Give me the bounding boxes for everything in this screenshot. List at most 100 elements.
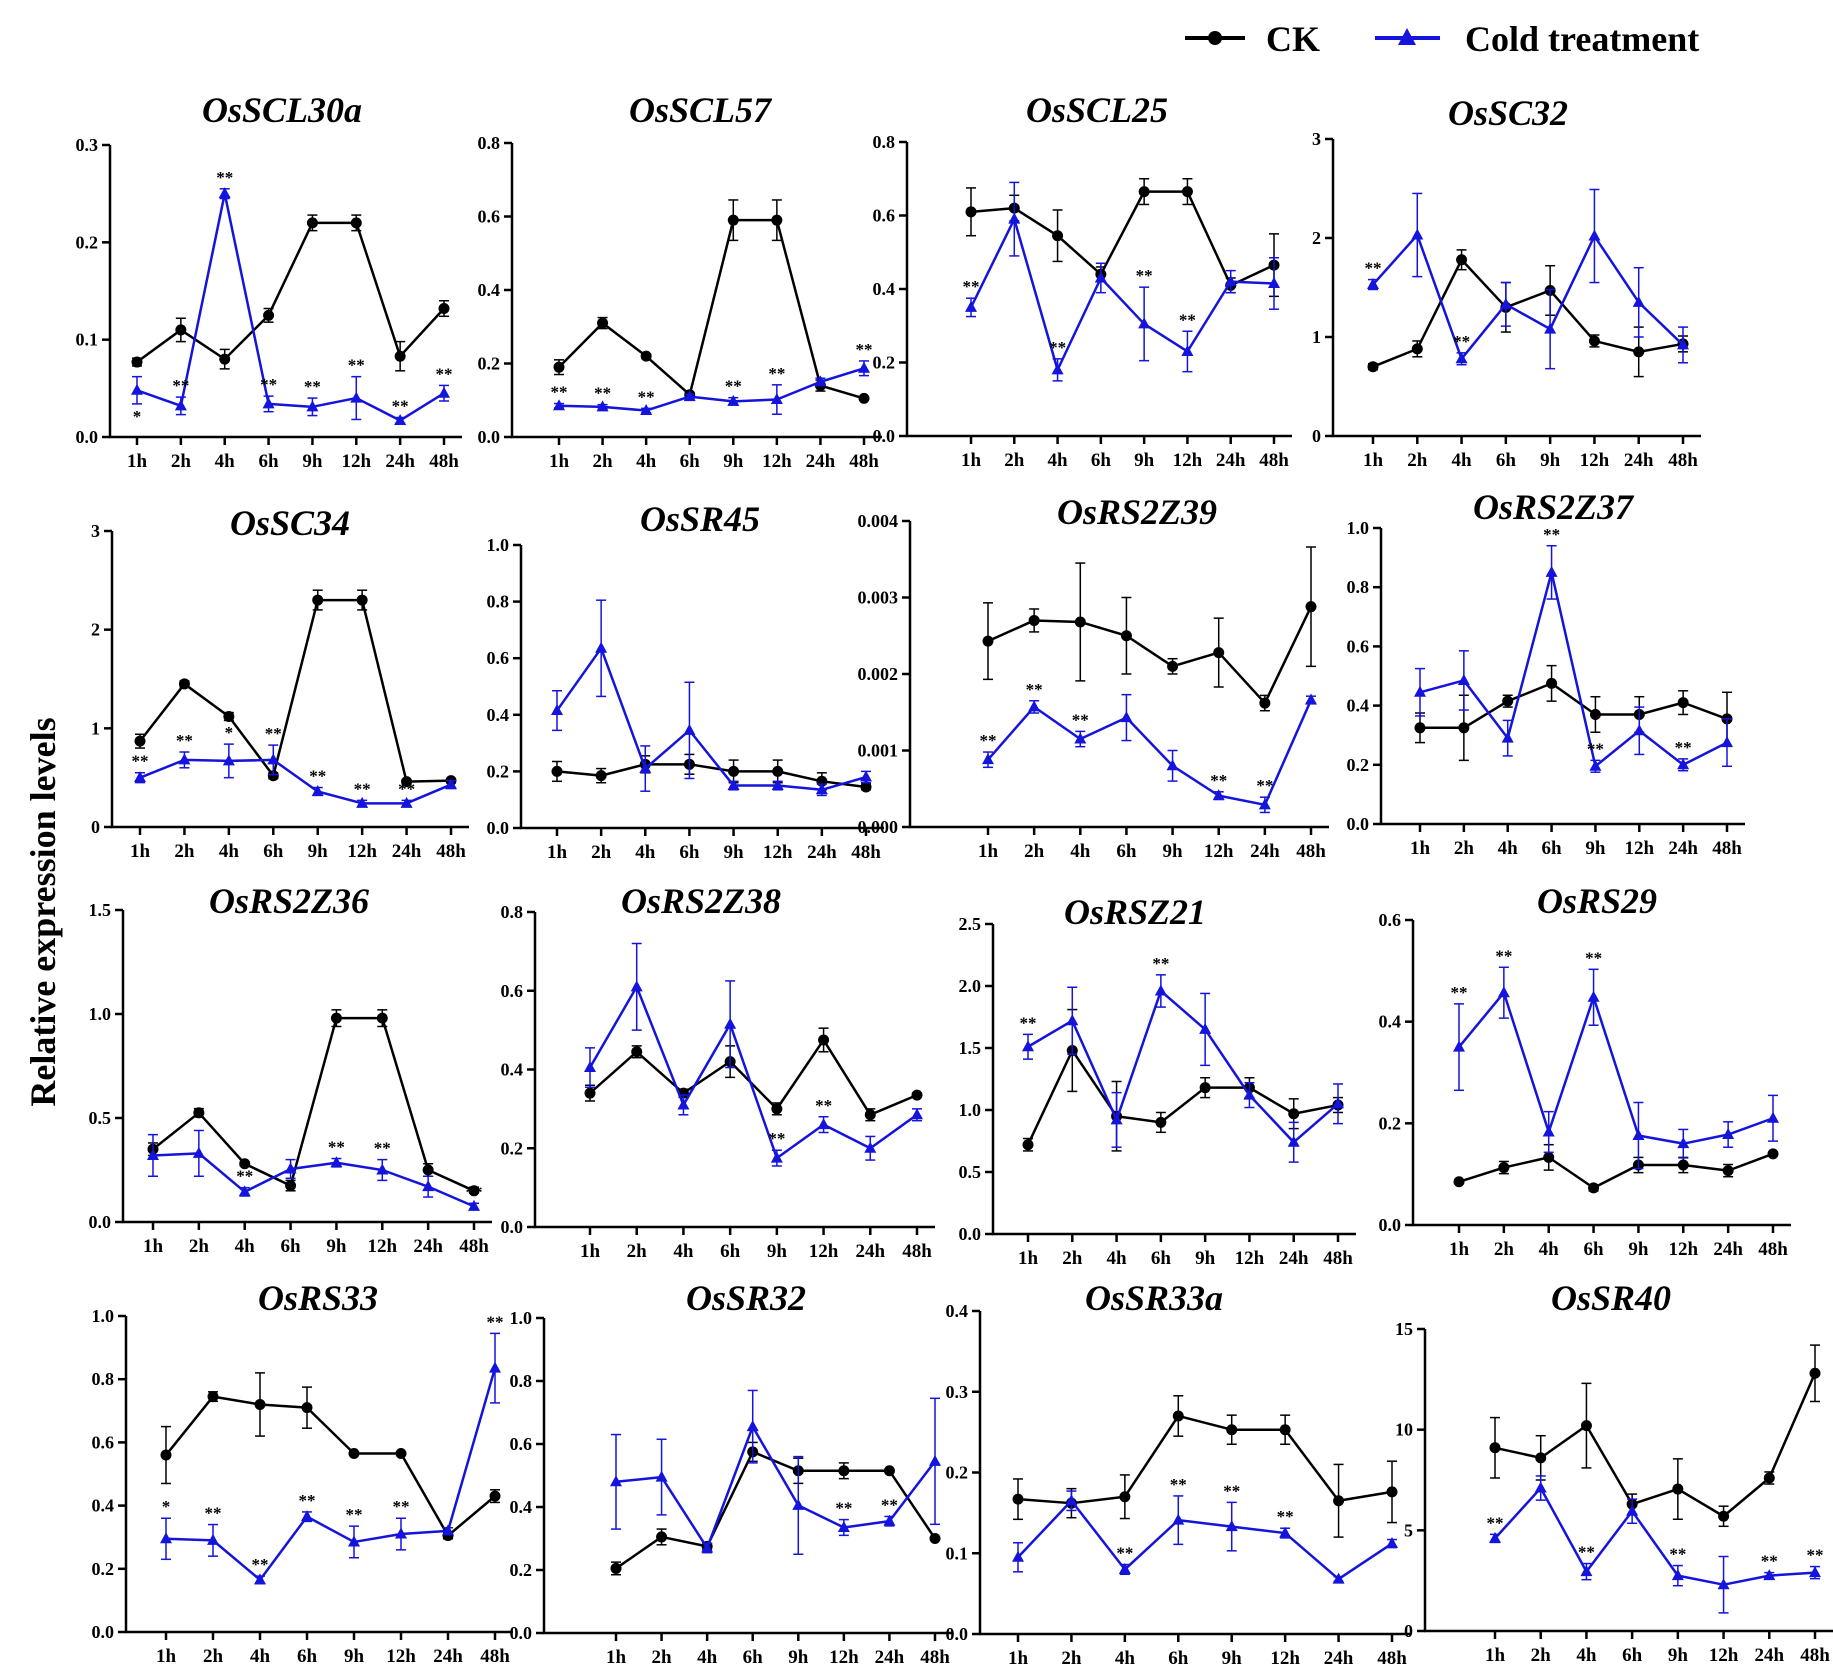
significance-marker: ** [594, 384, 611, 403]
significance-marker: ** [638, 387, 655, 406]
chart-panel-OsRS2Z38: OsRS2Z38 0.0 0.2 0.4 0.6 0.8 1h 2h 4h 6h 9h 12h 24h 4… [501, 881, 935, 1262]
y-tick-label: 0.6 [1347, 636, 1370, 656]
series-line [987, 606, 1313, 705]
x-tick-label: 2h [652, 1647, 673, 1666]
series-line [136, 192, 445, 422]
data-point-cold [1012, 1550, 1024, 1562]
data-point-cold [1588, 229, 1601, 241]
data-point-cold [267, 753, 280, 765]
data-point-cold [1118, 1562, 1131, 1574]
x-tick-label: 2h [627, 1241, 648, 1262]
series-line [987, 699, 1313, 807]
x-tick-label: 9h [344, 1646, 365, 1666]
data-point-ck [356, 594, 368, 606]
x-tick-label: 48h [1758, 1239, 1788, 1260]
data-point-ck [422, 1164, 434, 1176]
y-tick-label: 0.1 [76, 330, 99, 350]
x-tick-label: 12h [1235, 1248, 1265, 1269]
series-line [556, 763, 867, 789]
data-point-ck [1213, 647, 1225, 659]
x-tick-label: 2h [189, 1236, 210, 1257]
series-cold [1414, 545, 1733, 773]
series-cold [982, 693, 1317, 814]
chart-panel-OsSCL57: OsSCL57 0.0 0.2 0.4 0.6 0.8 1h 2h 4h 6h 9h 12h 24h 48… [478, 90, 882, 472]
y-tick-label: 0.0 [946, 1624, 969, 1644]
y-tick-label: 0.5 [89, 1108, 112, 1128]
chart-panel-OsRS29: OsRS29 0.0 0.2 0.4 0.6 1h 2h 4h 6h 9h 12h 24h 48h ** *… [1379, 881, 1791, 1260]
data-point-cold [1110, 1113, 1123, 1125]
x-tick-label: 24h [1754, 1645, 1784, 1666]
y-tick-label: 0.6 [873, 206, 896, 226]
x-tick-label: 2h [1062, 1248, 1083, 1269]
x-tick-label: 12h [1173, 450, 1203, 471]
data-point-ck [312, 594, 324, 606]
x-tick-label: 1h [978, 841, 999, 862]
data-point-ck [301, 1402, 313, 1414]
x-tick-label: 2h [1407, 450, 1428, 471]
series-cold [553, 360, 870, 416]
data-point-ck [1677, 697, 1689, 709]
y-tick-label: 1.5 [959, 1038, 982, 1058]
chart-title: OsSCL25 [1026, 90, 1168, 130]
y-tick-label: 0.4 [487, 705, 510, 725]
series-cold [551, 599, 872, 797]
chart-title: OsSC32 [1448, 93, 1568, 133]
series-line [1372, 233, 1684, 361]
x-tick-label: 24h [433, 1646, 463, 1666]
significance-marker: ** [1365, 259, 1382, 278]
x-tick-label: 4h [1070, 841, 1091, 862]
x-tick-label: 9h [1628, 1239, 1649, 1260]
x-tick-label: 4h [1539, 1239, 1560, 1260]
data-point-ck [263, 309, 275, 321]
x-tick-label: 1h [549, 451, 570, 472]
series-line [558, 367, 865, 412]
y-tick-label: 1.5 [89, 900, 112, 920]
data-point-ck [395, 1447, 407, 1459]
data-point-cold [1414, 685, 1426, 697]
y-tick-label: 0.2 [92, 1559, 115, 1579]
data-point-cold [1411, 228, 1424, 240]
significance-marker: ** [1761, 1552, 1778, 1571]
data-point-ck [193, 1107, 205, 1119]
data-point-ck [1809, 1367, 1821, 1379]
significance-marker: ** [768, 364, 785, 383]
data-point-cold [770, 393, 783, 405]
series-line [1027, 989, 1339, 1144]
chart-title: OsRS2Z39 [1057, 492, 1217, 532]
y-tick-label: 0.003 [858, 588, 899, 608]
y-tick-label: 0.6 [1379, 910, 1402, 930]
data-point-cold [311, 784, 324, 796]
data-point-cold [284, 1162, 297, 1174]
significance-marker: ** [236, 1167, 253, 1186]
data-point-cold [815, 783, 828, 795]
series-ck [584, 1027, 923, 1122]
series-line [1026, 1049, 1339, 1146]
series-line [1420, 682, 1728, 730]
x-tick-label: 6h [259, 451, 280, 472]
series-line [165, 1367, 497, 1582]
data-point-ck [1535, 1452, 1547, 1464]
data-point-cold [584, 1061, 596, 1073]
data-point-ck [267, 770, 279, 782]
chart-title: OsRS29 [1537, 881, 1657, 921]
significance-marker: ** [346, 1505, 363, 1524]
significance-marker: ** [1116, 1544, 1133, 1563]
data-point-ck [551, 765, 563, 777]
data-point-cold [1455, 352, 1468, 364]
x-tick-label: 9h [1222, 1648, 1243, 1666]
chart-title: OsRSZ21 [1064, 892, 1206, 932]
y-tick-label: 0.1 [946, 1543, 969, 1563]
data-point-cold [860, 770, 872, 782]
data-point-cold [1589, 759, 1602, 771]
x-tick-label: 24h [806, 451, 836, 472]
significance-marker: ** [1669, 1545, 1686, 1564]
significance-marker: ** [216, 168, 233, 187]
x-tick-label: 4h [1498, 838, 1519, 859]
y-tick-label: 15 [1395, 1319, 1413, 1339]
series-cold [610, 1389, 941, 1555]
x-tick-label: 6h [1542, 838, 1563, 859]
x-tick-label: 4h [1107, 1248, 1128, 1269]
data-point-cold [1258, 798, 1271, 810]
x-tick-label: 48h [436, 841, 466, 862]
significance-marker: ** [1256, 776, 1273, 795]
